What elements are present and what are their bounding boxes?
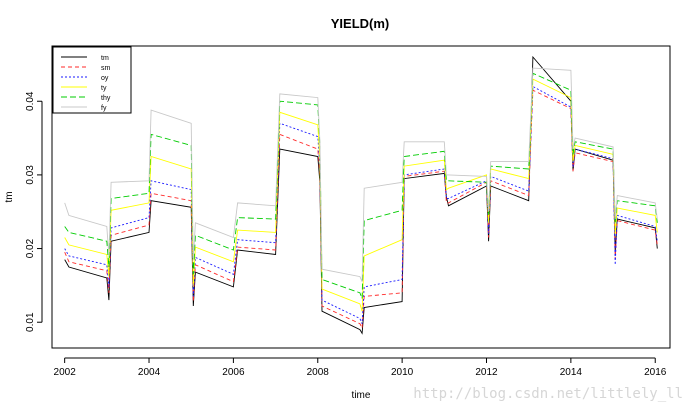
axes-layer: 2002 2004 2006 2008 2010 2012 2014 2016 0.01 0.02…	[25, 91, 667, 378]
legend-label-ty: ty	[101, 85, 107, 92]
watermark-text: http://blog.csdn.net/littlely_ll	[413, 386, 683, 402]
legend-items: tm sm oy ty thy fy	[61, 55, 111, 112]
series-line-fy	[64, 67, 658, 282]
x-tick-label: 2002	[54, 367, 77, 378]
x-tick-label: 2016	[644, 367, 667, 378]
plot-frame	[51, 45, 671, 349]
x-tick-label: 2012	[475, 367, 498, 378]
series-line-sm	[64, 89, 658, 330]
y-tick-label: 0.02	[25, 238, 36, 258]
x-tick-label: 2010	[391, 367, 414, 378]
legend-label-oy: oy	[101, 75, 109, 82]
legend-label-tm: tm	[101, 55, 109, 62]
legend-box	[52, 46, 132, 114]
legend-label-fy: fy	[101, 105, 107, 112]
legend: tm sm oy ty thy fy	[52, 46, 132, 114]
y-tick-label: 0.03	[25, 165, 36, 185]
legend-label-thy: thy	[101, 95, 111, 102]
chart-title: YIELD(m)	[331, 16, 390, 31]
series-layer	[64, 55, 658, 335]
y-tick-label: 0.01	[25, 312, 36, 332]
series-line-oy	[64, 85, 658, 324]
x-tick-label: 2008	[307, 367, 330, 378]
legend-label-sm: sm	[101, 65, 111, 72]
x-tick-label: 2004	[138, 367, 161, 378]
series-line-thy	[64, 72, 658, 299]
y-tick-label: 0.04	[25, 91, 36, 111]
x-tick-label: 2014	[560, 367, 583, 378]
series-line-tm	[64, 55, 658, 335]
series-line-ty	[64, 78, 658, 312]
x-axis-label: time	[352, 390, 371, 401]
y-axis-label: tm	[4, 191, 15, 202]
x-tick-label: 2006	[222, 367, 245, 378]
